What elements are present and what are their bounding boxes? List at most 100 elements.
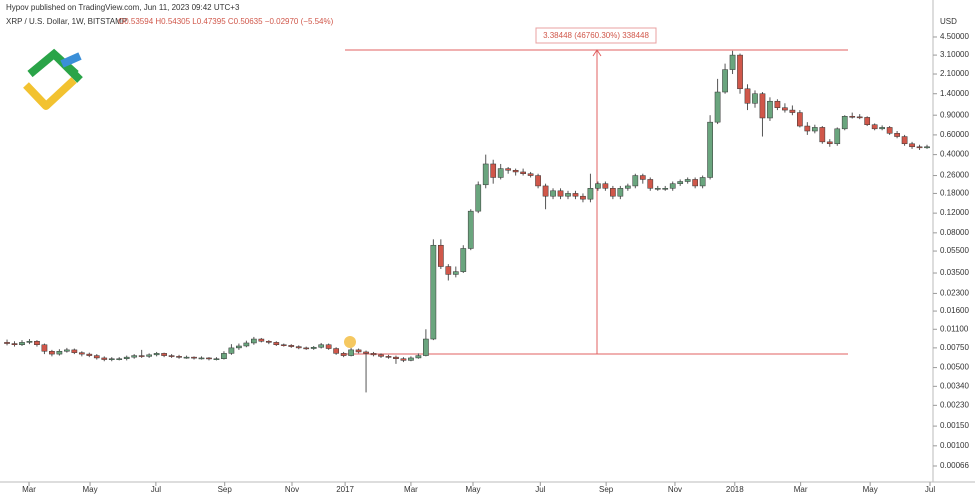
candle-body [924,146,930,149]
candle-body [251,338,257,344]
candle-body [288,345,295,347]
candle-body [116,358,123,360]
candle-body [363,351,369,354]
candle-body [774,100,781,108]
y-tick-label: 0.90000 [940,110,969,119]
candle-body [512,169,519,173]
y-tick-label: 0.00150 [940,421,969,430]
candle-body [243,342,250,347]
candle-body [265,340,272,343]
candle-body [183,356,190,359]
measure-label: 3.38448 (46760.30%) 338448 [543,31,649,40]
candle-body [303,347,310,350]
candle-body [123,356,130,359]
candle-body [400,358,407,361]
candle-body [662,188,669,190]
candle-body [916,146,923,149]
ohlc-legend: O0.53594 H0.54305 L0.47395 C0.50635 −0.0… [118,17,334,26]
candle-body [4,342,10,344]
candle-body [467,210,474,249]
candle-body [333,348,339,354]
candle-body [430,244,437,340]
candle-body [811,127,818,132]
candle-body [497,168,504,178]
x-tick-label: Jul [535,485,545,494]
measure-arrow-head [592,49,602,57]
y-tick-label: 0.00340 [940,381,969,390]
candle-body [692,179,699,187]
candle-body [490,163,497,178]
candle-body [580,195,586,200]
candle-body [370,353,377,356]
y-tick-label: 0.00066 [940,461,969,470]
candle-body [393,356,399,359]
candle-body [385,356,392,358]
y-tick-label: 0.40000 [940,150,969,159]
candle-body [452,271,459,275]
y-tick-label: 0.03500 [940,268,969,277]
candle-body [213,358,220,360]
x-tick-label: 2017 [336,485,354,494]
candle-body [318,344,325,348]
candle-body [49,350,55,355]
candle-body [550,190,556,197]
publish-header: Hypov published on TradingView.com, Jun … [6,3,240,12]
candle-body [191,356,197,359]
candle-body [879,127,885,130]
candle-body [505,168,512,171]
candle-body [699,177,706,187]
logo-green-2 [53,53,83,83]
candle-body [864,117,871,125]
y-tick-label: 0.00750 [940,343,969,352]
candle-body [93,355,100,359]
y-tick-label: 0.01600 [940,306,969,315]
candle-body [834,128,841,145]
candle-body [348,349,354,356]
y-tick-label: 0.60000 [940,130,969,139]
symbol-title: XRP / U.S. Dollar, 1W, BITSTAMP [6,17,127,26]
candle-body [669,183,676,189]
x-tick-label: May [465,485,480,494]
marker [344,336,356,348]
candle-body [639,175,646,180]
x-tick-label: Sep [218,485,233,494]
x-tick-label: May [82,485,97,494]
y-tick-label: 0.08000 [940,228,969,237]
candle-body [654,188,661,190]
candle-body [557,190,564,197]
candle-body [236,345,242,349]
y-tick-label: 0.00100 [940,441,969,450]
candle-body [71,349,78,353]
candle-body [789,109,796,113]
candle-body [527,173,534,176]
candle-body [26,340,33,343]
candle-body [587,188,594,200]
candle-body [131,355,138,358]
candle-body [273,342,280,346]
candle-body [221,353,227,359]
candle-body [138,355,145,357]
candle-body [886,127,893,134]
candle-body [325,344,332,349]
candle-body [647,179,654,189]
logo-blue [60,52,82,68]
x-tick-label: 2018 [726,485,744,494]
candle-body [146,354,152,357]
candle-body [153,353,160,356]
candle-body [572,193,579,197]
y-tick-label: 0.26000 [940,171,969,180]
candle-body [617,188,624,197]
candle-body [894,133,900,137]
y-tick-label: 0.05500 [940,246,969,255]
candle-body [161,353,167,356]
y-tick-label: 0.00230 [940,400,969,409]
y-tick-label: 2.10000 [940,69,969,78]
y-tick-label: 1.40000 [940,89,969,98]
candle-body [707,121,713,178]
candle-body [86,353,93,356]
y-tick-label: 0.01100 [940,324,969,333]
x-tick-label: May [863,485,878,494]
candle-body [856,116,863,119]
candle-body [909,143,915,148]
